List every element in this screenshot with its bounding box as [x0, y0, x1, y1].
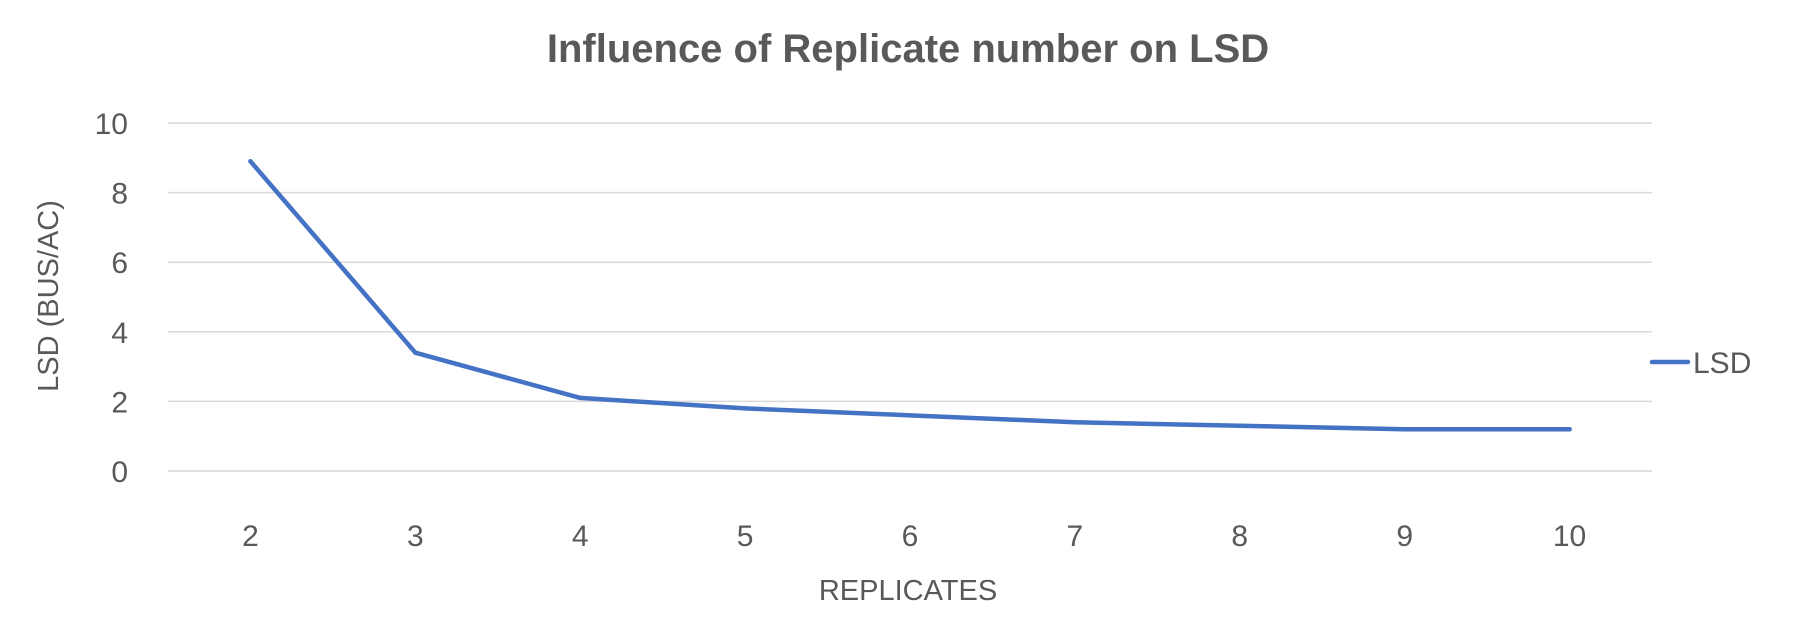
- legend: LSD: [1649, 347, 1751, 380]
- x-tick-label: 6: [902, 520, 919, 553]
- y-tick-label: 6: [111, 247, 128, 280]
- y-tick-label: 10: [95, 108, 128, 141]
- x-tick-label: 5: [737, 520, 754, 553]
- chart-title: Influence of Replicate number on LSD: [547, 27, 1269, 71]
- y-tick-label: 2: [111, 386, 128, 419]
- x-tick-label: 4: [572, 520, 589, 553]
- y-tick-label: 4: [111, 317, 128, 350]
- data-point: [1567, 427, 1572, 432]
- x-tick-label: 3: [407, 520, 424, 553]
- data-point: [907, 413, 913, 418]
- data-point: [1402, 427, 1407, 432]
- data-point: [1237, 423, 1242, 428]
- x-axis-ticks: 2 3 4 5 6 7 8 9 10: [242, 520, 1586, 553]
- legend-label-lsd: LSD: [1693, 347, 1751, 380]
- x-tick-label: 9: [1396, 520, 1413, 553]
- data-point: [248, 159, 253, 164]
- x-tick-label: 2: [242, 520, 259, 553]
- series-line-lsd: [248, 159, 1572, 432]
- x-axis-label: REPLICATES: [819, 575, 997, 607]
- y-tick-label: 0: [111, 456, 128, 489]
- data-point: [578, 395, 583, 401]
- data-point: [742, 406, 748, 411]
- series-group: [248, 159, 1572, 432]
- data-point: [1072, 420, 1078, 425]
- x-tick-label: 10: [1553, 520, 1586, 553]
- y-axis-ticks: 0 2 4 6 8 10: [95, 108, 128, 489]
- data-point: [413, 350, 418, 355]
- gridlines: [168, 122, 1652, 472]
- x-tick-label: 7: [1067, 520, 1084, 553]
- y-axis-label: LSD (BUS/AC): [33, 200, 65, 392]
- y-tick-label: 8: [111, 178, 128, 211]
- x-tick-label: 8: [1231, 520, 1248, 553]
